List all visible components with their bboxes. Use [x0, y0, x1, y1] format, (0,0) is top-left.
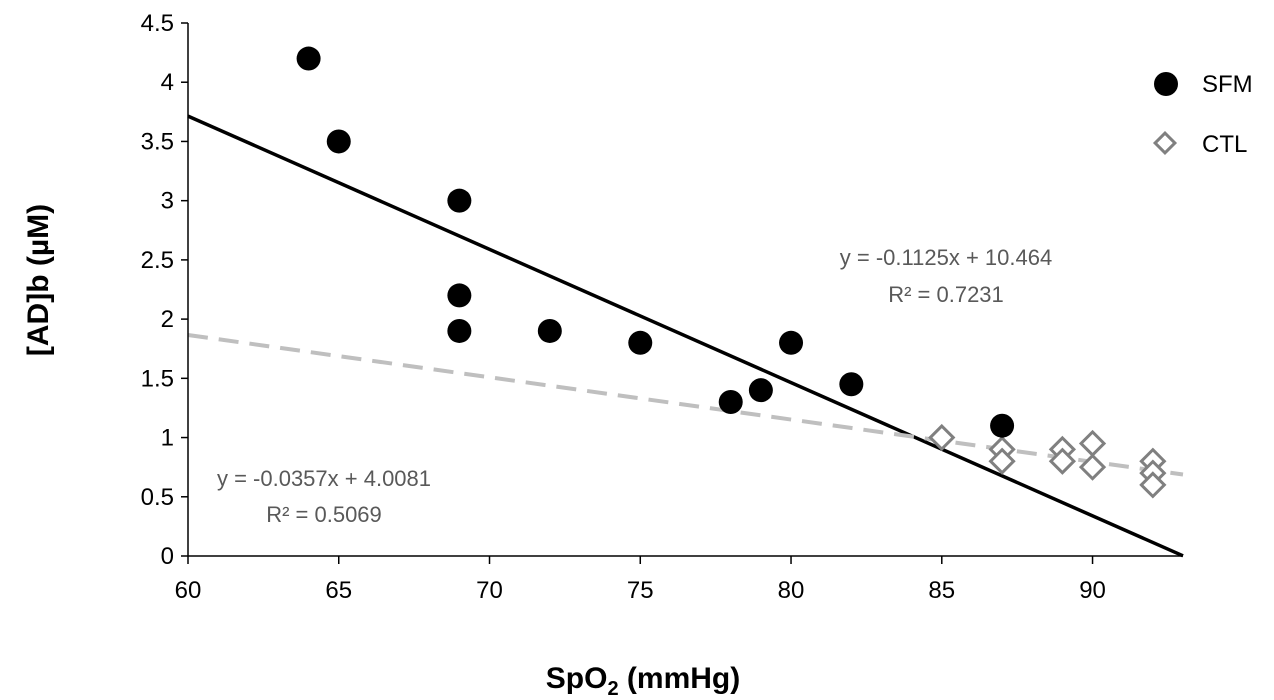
legend: SFM CTL [1152, 71, 1253, 158]
x-axis-title: SpO2 (mmHg) [546, 662, 740, 700]
sfm-point [447, 188, 472, 213]
sfm-point [628, 330, 653, 355]
y-tick-label: 3 [161, 188, 174, 215]
sfm-point [839, 372, 864, 397]
ctl-point [1139, 471, 1167, 499]
y-tick-label: 1 [161, 425, 174, 452]
y-tick-label: 4 [161, 69, 174, 96]
x-tick-label: 60 [175, 577, 202, 604]
y-tick-label: 4.5 [141, 10, 174, 37]
ctl-point [988, 447, 1016, 475]
x-tick-label: 90 [1079, 577, 1106, 604]
legend-ctl-label: CTL [1202, 131, 1247, 158]
sfm-equation-label: y = -0.1125x + 10.464 [840, 245, 1052, 270]
sfm-point [748, 378, 773, 403]
y-tick-label: 3.5 [141, 128, 174, 155]
x-tick-label: 80 [778, 577, 805, 604]
legend-sfm-marker [1154, 72, 1178, 96]
sfm-point [718, 390, 743, 415]
ctl-point [1048, 447, 1077, 475]
axes: 0 0.5 1 1.5 2 2.5 3 3.5 4 4.5 60 65 70 75 80 85 90 [141, 10, 1183, 604]
y-tick-label: 2 [161, 306, 174, 333]
sfm-point [296, 46, 321, 71]
x-tick-label: 85 [928, 577, 955, 604]
ctl-point [928, 423, 956, 452]
ctl-point [1078, 453, 1107, 481]
x-tick-label: 65 [325, 577, 352, 604]
legend-ctl-marker [1152, 130, 1178, 156]
y-tick-label: 0.5 [141, 484, 174, 511]
ctl-point [1078, 429, 1107, 458]
ctl-trendline [187, 332, 1184, 477]
y-tick-label: 0 [161, 543, 174, 570]
sfm-point [779, 330, 804, 355]
legend-sfm-label: SFM [1202, 71, 1253, 98]
sfm-r2-label: R² = 0.7231 [888, 282, 1004, 307]
trendlines [187, 114, 1184, 558]
data-points [296, 46, 1167, 499]
sfm-point [447, 283, 472, 308]
y-tick-label: 2.5 [141, 247, 174, 274]
ctl-r2-label: R² = 0.5069 [266, 502, 382, 527]
x-tick-label: 70 [476, 577, 503, 604]
y-tick-label: 1.5 [141, 365, 174, 392]
sfm-point [537, 318, 562, 343]
sfm-point [447, 318, 472, 343]
sfm-trendline [187, 114, 1184, 558]
sfm-point [326, 129, 351, 154]
y-axis-title: [AD]b (µM) [22, 204, 55, 356]
x-tick-label: 75 [627, 577, 654, 604]
sfm-point [990, 413, 1015, 438]
ctl-equation-label: y = -0.0357x + 4.0081 [217, 466, 431, 491]
